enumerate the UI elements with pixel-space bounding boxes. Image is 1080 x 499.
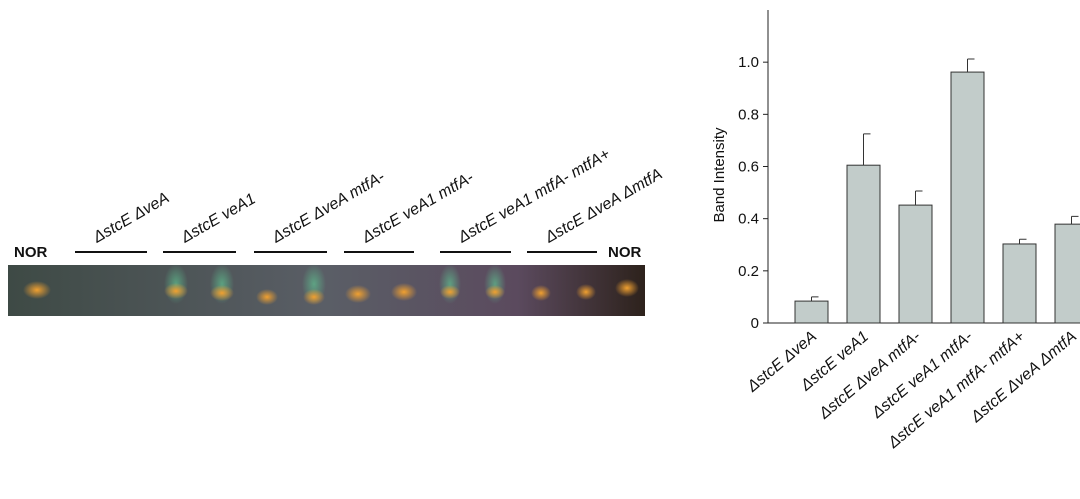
error-bar — [1019, 238, 1027, 244]
error-bar — [863, 133, 871, 166]
error-bar — [1071, 215, 1079, 225]
bar — [1002, 243, 1037, 324]
lane-label: ΔstcE veA1 mtfA- mtfA+ — [455, 146, 613, 247]
tlc-plate — [8, 264, 645, 316]
error-bar — [811, 296, 819, 302]
y-tick-label: 0.4 — [738, 211, 759, 228]
y-tick-label: 0 — [751, 315, 759, 332]
y-tick-label: 0.8 — [738, 106, 759, 123]
lane-label: ΔstcE ΔveA — [90, 189, 173, 247]
bar — [846, 164, 881, 324]
error-bar — [915, 190, 923, 206]
lane-label: ΔstcE veA1 — [178, 190, 259, 247]
bar — [950, 71, 985, 324]
y-tick-label: 0.2 — [738, 263, 759, 280]
y-axis-label: Band Intensity — [711, 127, 728, 223]
error-bar — [967, 58, 975, 73]
bar — [898, 204, 933, 324]
plate-label: NOR — [14, 244, 48, 261]
y-tick-label: 1.0 — [738, 54, 759, 71]
y-tick-label: 0.6 — [738, 159, 759, 176]
bar — [794, 300, 829, 324]
bar — [1054, 223, 1080, 324]
plate-label: NOR — [608, 244, 642, 261]
